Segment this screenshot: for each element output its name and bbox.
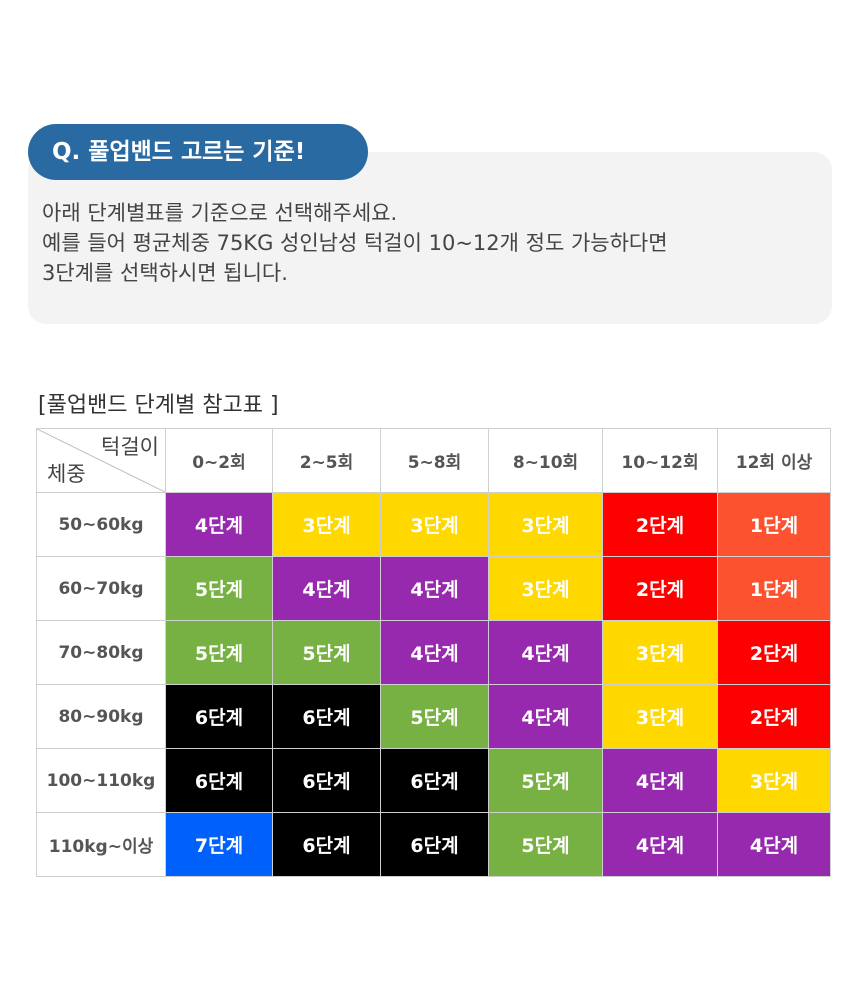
level-cell: 5단계 bbox=[488, 812, 603, 877]
level-cell: 2단계 bbox=[602, 492, 718, 557]
column-header: 2~5회 bbox=[272, 428, 381, 493]
column-header: 10~12회 bbox=[602, 428, 718, 493]
level-cell: 3단계 bbox=[272, 492, 381, 557]
level-cell: 3단계 bbox=[602, 620, 718, 685]
corner-header: 턱걸이 체중 bbox=[36, 428, 166, 493]
level-cell: 4단계 bbox=[165, 492, 273, 557]
header-row: 턱걸이 체중 0~2회 2~5회 5~8회 8~10회 10~12회 12회 이… bbox=[36, 428, 831, 493]
level-cell: 5단계 bbox=[488, 748, 603, 813]
diagonal-line bbox=[37, 429, 165, 492]
level-cell: 4단계 bbox=[602, 812, 718, 877]
column-header: 12회 이상 bbox=[717, 428, 831, 493]
column-header: 8~10회 bbox=[488, 428, 603, 493]
level-cell: 4단계 bbox=[380, 620, 489, 685]
level-cell: 5단계 bbox=[380, 684, 489, 749]
level-cell: 4단계 bbox=[602, 748, 718, 813]
row-header: 50~60kg bbox=[36, 492, 166, 557]
level-cell: 4단계 bbox=[488, 620, 603, 685]
table-title: [풀업밴드 단계별 참고표 ] bbox=[38, 393, 279, 418]
info-line: 3단계를 선택하시면 됩니다. bbox=[42, 261, 288, 285]
level-cell: 2단계 bbox=[717, 684, 831, 749]
question-badge: Q. 풀업밴드 고르는 기준! bbox=[28, 124, 368, 180]
level-cell: 2단계 bbox=[602, 556, 718, 621]
row-header: 60~70kg bbox=[36, 556, 166, 621]
level-cell: 7단계 bbox=[165, 812, 273, 877]
info-line: 아래 단계별표를 기준으로 선택해주세요. bbox=[42, 201, 398, 225]
level-cell: 6단계 bbox=[272, 684, 381, 749]
row-header: 110kg~이상 bbox=[36, 812, 166, 877]
level-cell: 6단계 bbox=[380, 812, 489, 877]
row-header: 80~90kg bbox=[36, 684, 166, 749]
level-cell: 6단계 bbox=[165, 684, 273, 749]
level-cell: 2단계 bbox=[717, 620, 831, 685]
level-cell: 4단계 bbox=[717, 812, 831, 877]
level-cell: 3단계 bbox=[602, 684, 718, 749]
level-cell: 5단계 bbox=[165, 556, 273, 621]
level-cell: 4단계 bbox=[488, 684, 603, 749]
level-cell: 5단계 bbox=[165, 620, 273, 685]
level-cell: 4단계 bbox=[272, 556, 381, 621]
level-cell: 6단계 bbox=[272, 812, 381, 877]
table-row: 70~80kg 5단계 5단계 4단계 4단계 3단계 2단계 bbox=[36, 620, 831, 685]
info-line: 예를 들어 평균체중 75KG 성인남성 턱걸이 10~12개 정도 가능하다면 bbox=[42, 231, 668, 255]
level-cell: 6단계 bbox=[272, 748, 381, 813]
level-cell: 3단계 bbox=[488, 492, 603, 557]
corner-label-weight: 체중 bbox=[47, 462, 86, 486]
level-cell: 3단계 bbox=[488, 556, 603, 621]
level-cell: 3단계 bbox=[717, 748, 831, 813]
row-header: 70~80kg bbox=[36, 620, 166, 685]
level-cell: 6단계 bbox=[165, 748, 273, 813]
level-cell: 3단계 bbox=[380, 492, 489, 557]
info-box bbox=[28, 152, 832, 324]
column-header: 0~2회 bbox=[165, 428, 273, 493]
level-cell: 6단계 bbox=[380, 748, 489, 813]
info-text: 아래 단계별표를 기준으로 선택해주세요. 예를 들어 평균체중 75KG 성인… bbox=[42, 198, 822, 288]
table-row: 80~90kg 6단계 6단계 5단계 4단계 3단계 2단계 bbox=[36, 684, 831, 749]
table-row: 110kg~이상 7단계 6단계 6단계 5단계 4단계 4단계 bbox=[36, 812, 831, 877]
column-header: 5~8회 bbox=[380, 428, 489, 493]
table-row: 50~60kg 4단계 3단계 3단계 3단계 2단계 1단계 bbox=[36, 492, 831, 557]
level-cell: 4단계 bbox=[380, 556, 489, 621]
corner-label-pullups: 턱걸이 bbox=[101, 435, 159, 459]
row-header: 100~110kg bbox=[36, 748, 166, 813]
level-cell: 1단계 bbox=[717, 556, 831, 621]
table-row: 100~110kg 6단계 6단계 6단계 5단계 4단계 3단계 bbox=[36, 748, 831, 813]
table-row: 60~70kg 5단계 4단계 4단계 3단계 2단계 1단계 bbox=[36, 556, 831, 621]
level-cell: 1단계 bbox=[717, 492, 831, 557]
level-table: 턱걸이 체중 0~2회 2~5회 5~8회 8~10회 10~12회 12회 이… bbox=[36, 428, 831, 877]
level-cell: 5단계 bbox=[272, 620, 381, 685]
